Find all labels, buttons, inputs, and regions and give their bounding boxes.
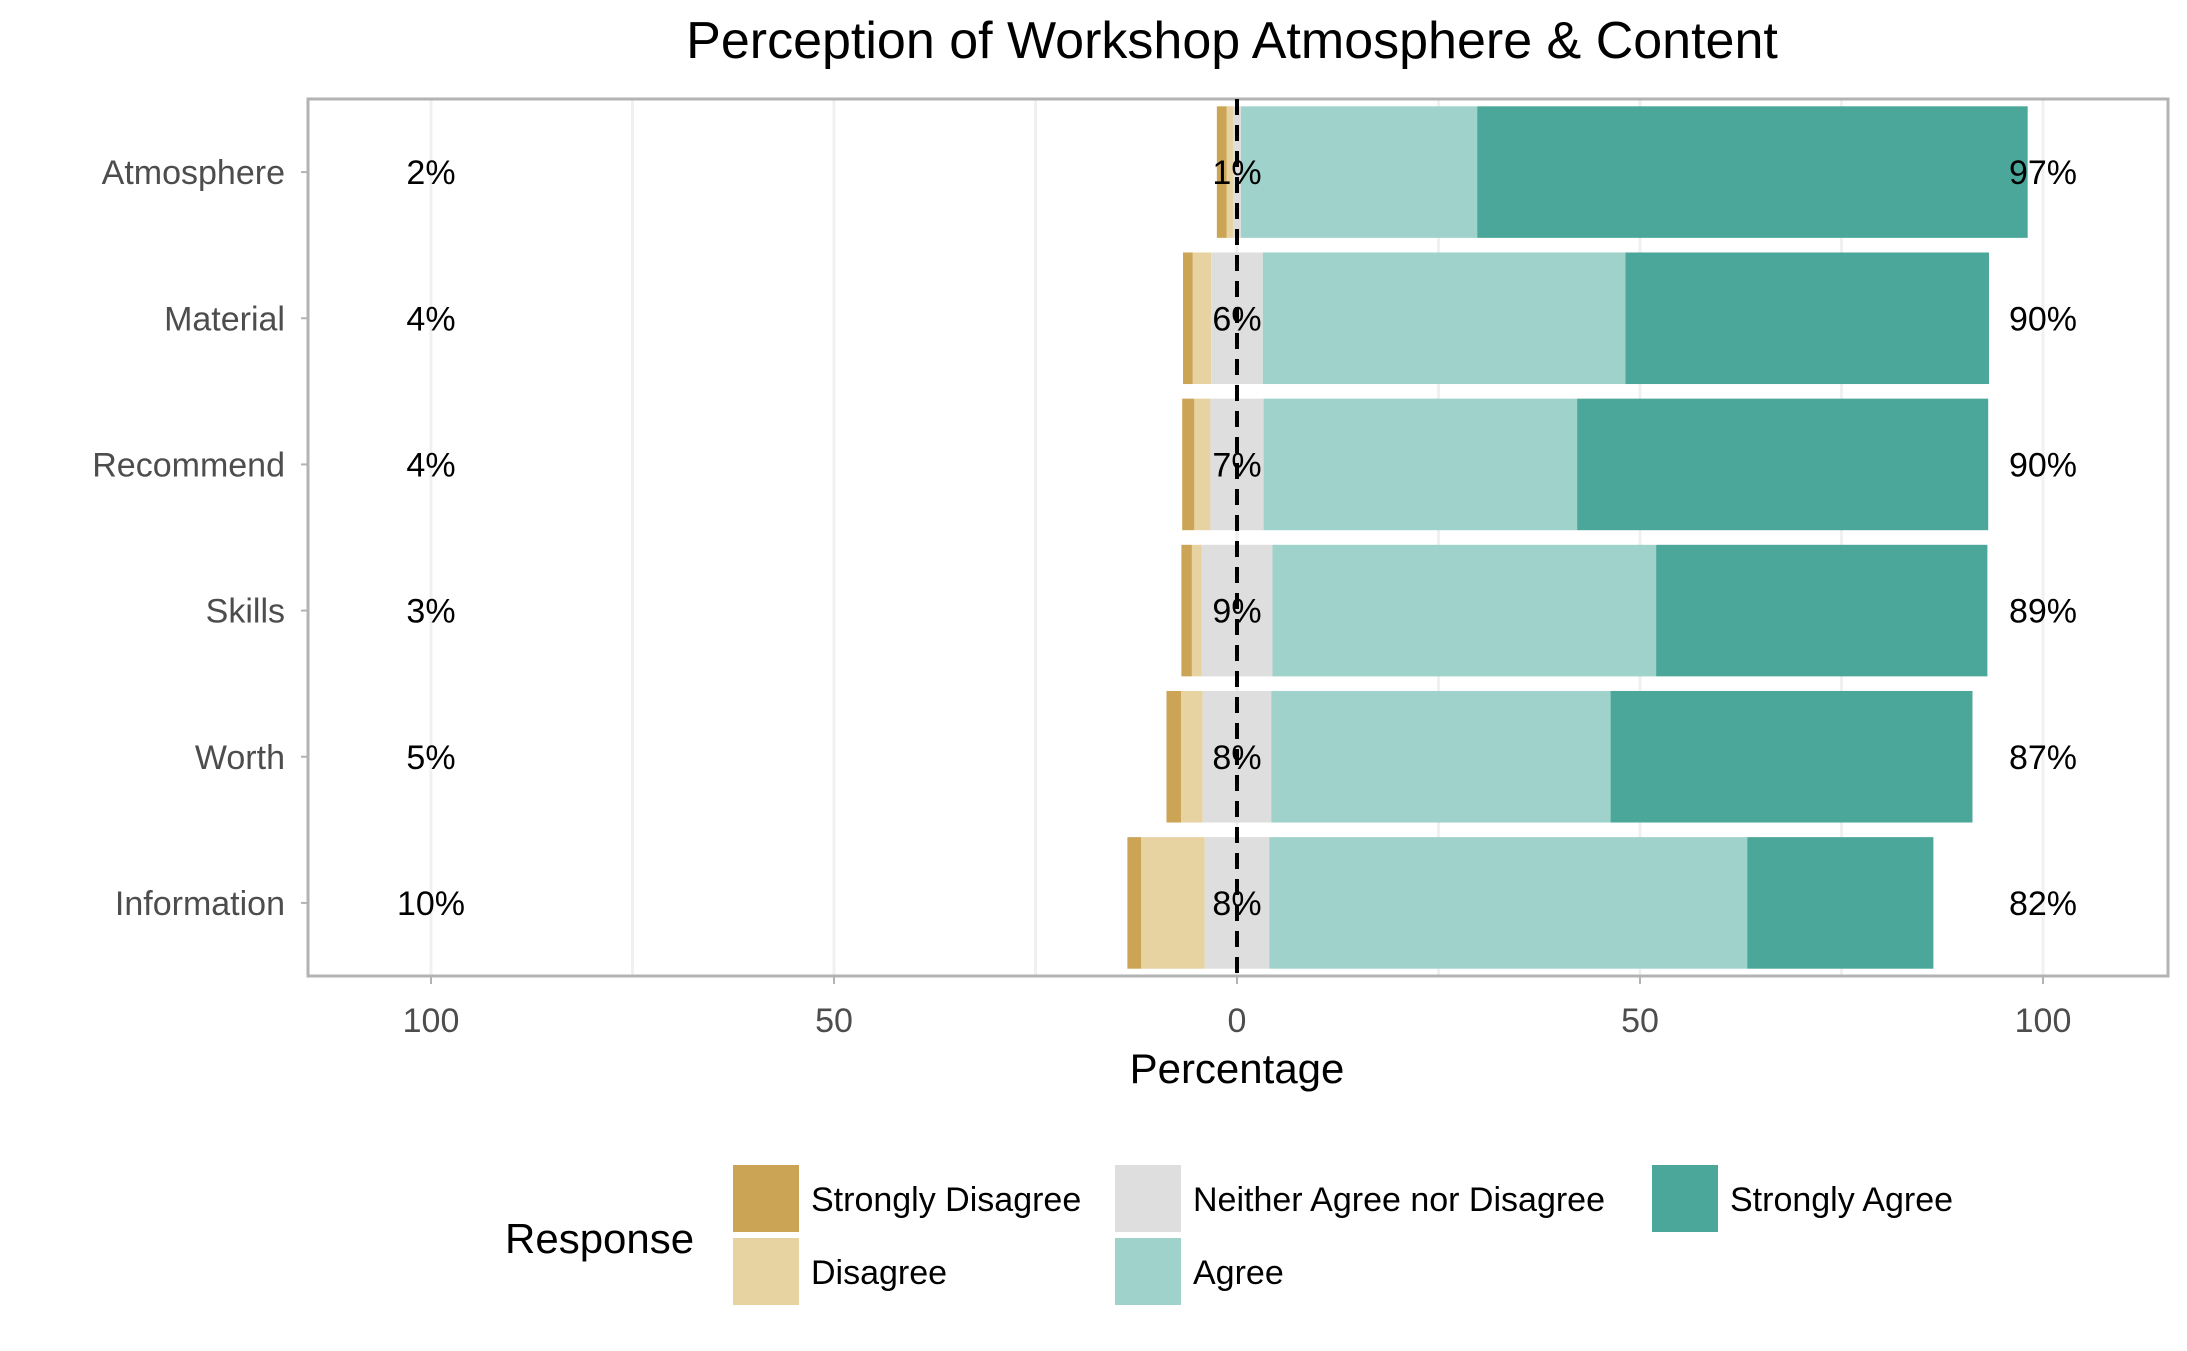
bar-information-disagree — [1141, 837, 1205, 969]
legend: Response Strongly Disagree Disagree Neithe… — [505, 1165, 1953, 1305]
legend-label: Agree — [1193, 1254, 1284, 1292]
left-percent-label: 4% — [406, 300, 455, 338]
x-tick-label: 100 — [2015, 1002, 2072, 1040]
right-percent-label: 87% — [2009, 739, 2077, 777]
bar-atmosphere-agree — [1241, 106, 1478, 238]
bar-atmosphere-neither-agree-nor-disagree — [1232, 106, 1242, 238]
y-tick-label: Worth — [195, 739, 285, 777]
bar-worth-disagree — [1180, 690, 1203, 823]
bar-recommend-strongly-agree — [1577, 398, 1989, 531]
right-percent-label: 90% — [2009, 446, 2077, 484]
bars-layer — [1127, 106, 2028, 969]
legend-label: Strongly Agree — [1730, 1181, 1953, 1219]
bar-skills-agree — [1272, 544, 1657, 677]
grid-layer — [429, 99, 2045, 976]
legend-label: Disagree — [811, 1254, 947, 1292]
bar-worth-strongly-disagree — [1166, 690, 1181, 823]
legend-swatch — [1115, 1165, 1181, 1232]
legend-title: Response — [505, 1215, 694, 1262]
legend-swatch — [733, 1238, 799, 1305]
bar-recommend-disagree — [1194, 398, 1211, 531]
legend-swatch — [733, 1165, 799, 1232]
left-percent-label: 4% — [406, 446, 455, 484]
bar-material-strongly-agree — [1625, 252, 1989, 385]
y-tick-label: Skills — [206, 593, 285, 631]
bar-skills-strongly-disagree — [1181, 544, 1192, 677]
right-percent-label: 89% — [2009, 593, 2077, 631]
right-percent-label: 82% — [2009, 885, 2077, 923]
legend-label: Neither Agree nor Disagree — [1193, 1181, 1605, 1219]
left-percent-label: 5% — [406, 739, 455, 777]
bar-material-disagree — [1192, 252, 1212, 385]
bar-recommend-strongly-disagree — [1182, 398, 1195, 531]
y-tick-label: Information — [115, 885, 285, 923]
right-percent-label: 90% — [2009, 300, 2077, 338]
y-tick-label: Material — [164, 300, 285, 338]
bar-information-strongly-disagree — [1127, 837, 1142, 969]
bar-atmosphere-disagree — [1226, 106, 1233, 238]
bar-recommend-agree — [1263, 398, 1578, 531]
y-tick-label: Recommend — [92, 446, 285, 484]
left-percent-label: 3% — [406, 593, 455, 631]
legend-swatch — [1652, 1165, 1718, 1232]
bar-information-strongly-agree — [1747, 837, 1934, 969]
bar-skills-strongly-agree — [1656, 544, 1988, 677]
y-axis: Atmosphere Material Recommend Skills Worth In… — [92, 154, 308, 923]
x-tick-label: 100 — [403, 1002, 460, 1040]
bar-material-agree — [1262, 252, 1626, 385]
chart-title: Perception of Workshop Atmosphere & Cont… — [686, 12, 1778, 70]
bar-information-agree — [1269, 837, 1748, 969]
x-tick-label: 50 — [1621, 1002, 1659, 1040]
x-tick-label: 0 — [1228, 1002, 1247, 1040]
bar-worth-agree — [1271, 690, 1611, 823]
bar-worth-strongly-agree — [1610, 690, 1973, 823]
bar-skills-disagree — [1191, 544, 1202, 677]
left-percent-label: 10% — [397, 885, 465, 923]
legend-label: Strongly Disagree — [811, 1181, 1081, 1219]
right-percent-label: 97% — [2009, 154, 2077, 192]
left-percent-label: 2% — [406, 154, 455, 192]
labels-layer: 2% 1% 97%4% 6% 90%4% 7% 90%3% 9% 89%5% 8% 87%10% 8%… — [397, 154, 2077, 923]
bar-material-strongly-disagree — [1182, 252, 1193, 385]
x-axis: 100 50 0 50 100 — [403, 976, 2072, 1040]
y-tick-label: Atmosphere — [102, 154, 285, 192]
x-axis-label: Percentage — [1130, 1045, 1345, 1092]
legend-swatch — [1115, 1238, 1181, 1305]
bar-atmosphere-strongly-disagree — [1216, 106, 1227, 238]
x-tick-label: 50 — [815, 1002, 853, 1040]
bar-atmosphere-strongly-agree — [1477, 106, 2028, 238]
